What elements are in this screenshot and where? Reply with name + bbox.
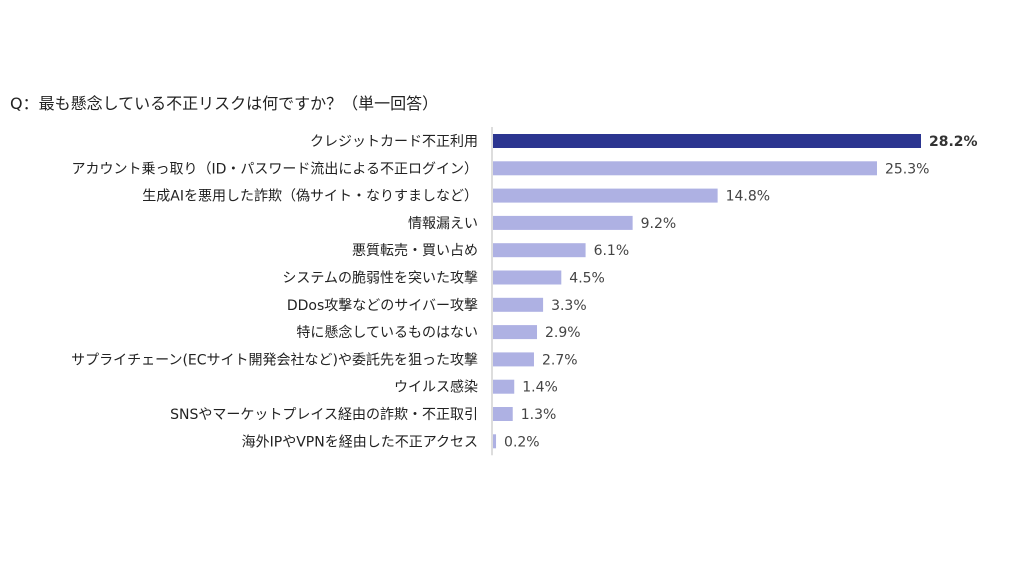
value-label: 9.2% — [641, 216, 677, 232]
category-label: SNSやマーケットプレイス経由の詐欺・不正取引 — [170, 407, 478, 423]
value-label: 2.7% — [542, 352, 578, 368]
category-label: 悪質転売・買い占め — [352, 243, 478, 259]
category-label: 海外IPやVPNを経由した不正アクセス — [242, 434, 478, 450]
value-label: 14.8% — [726, 189, 770, 205]
bars-layer: クレジットカード不正利用 28.2% アカウント乗っ取り（ID・パスワード流出による… — [71, 127, 978, 456]
bar — [493, 188, 718, 203]
bar — [493, 215, 633, 230]
category-label: ウイルス感染 — [394, 379, 478, 396]
category-label: DDos攻撃などのサイバー攻撃 — [287, 298, 478, 314]
bar — [493, 270, 562, 285]
category-label: サプライチェーン(ECサイト開発会社など)や委託先を狙った攻撃 — [71, 352, 478, 368]
value-label: 1.4% — [522, 380, 558, 396]
value-label: 4.5% — [569, 271, 605, 287]
bar — [493, 434, 497, 449]
bar — [493, 407, 513, 421]
chart-title: Q：最も懸念している不正リスクは何ですか？（単一回答） — [10, 94, 439, 113]
value-label: 6.1% — [594, 243, 630, 259]
category-label: システムの脆弱性を突いた攻撃 — [282, 270, 478, 287]
bar — [493, 134, 921, 148]
bar — [493, 297, 544, 312]
value-label: 25.3% — [885, 161, 929, 177]
category-label: アカウント乗っ取り（ID・パスワード流出による不正ログイン） — [72, 161, 479, 177]
bar — [493, 243, 586, 258]
bar — [493, 161, 877, 176]
bar — [493, 325, 538, 340]
value-label: 3.3% — [551, 298, 587, 314]
category-label: 特に懸念しているものはない — [296, 324, 478, 341]
category-label: クレジットカード不正利用 — [310, 134, 478, 150]
value-label: 1.3% — [521, 407, 557, 423]
category-label: 情報漏えい — [408, 216, 478, 232]
value-label: 28.2% — [929, 134, 978, 150]
value-label: 0.2% — [504, 434, 540, 450]
category-label: 生成AIを悪用した詐欺（偽サイト・なりすましなど） — [142, 189, 478, 205]
bar — [493, 352, 534, 367]
bar — [493, 379, 515, 394]
value-label: 2.9% — [545, 325, 581, 341]
